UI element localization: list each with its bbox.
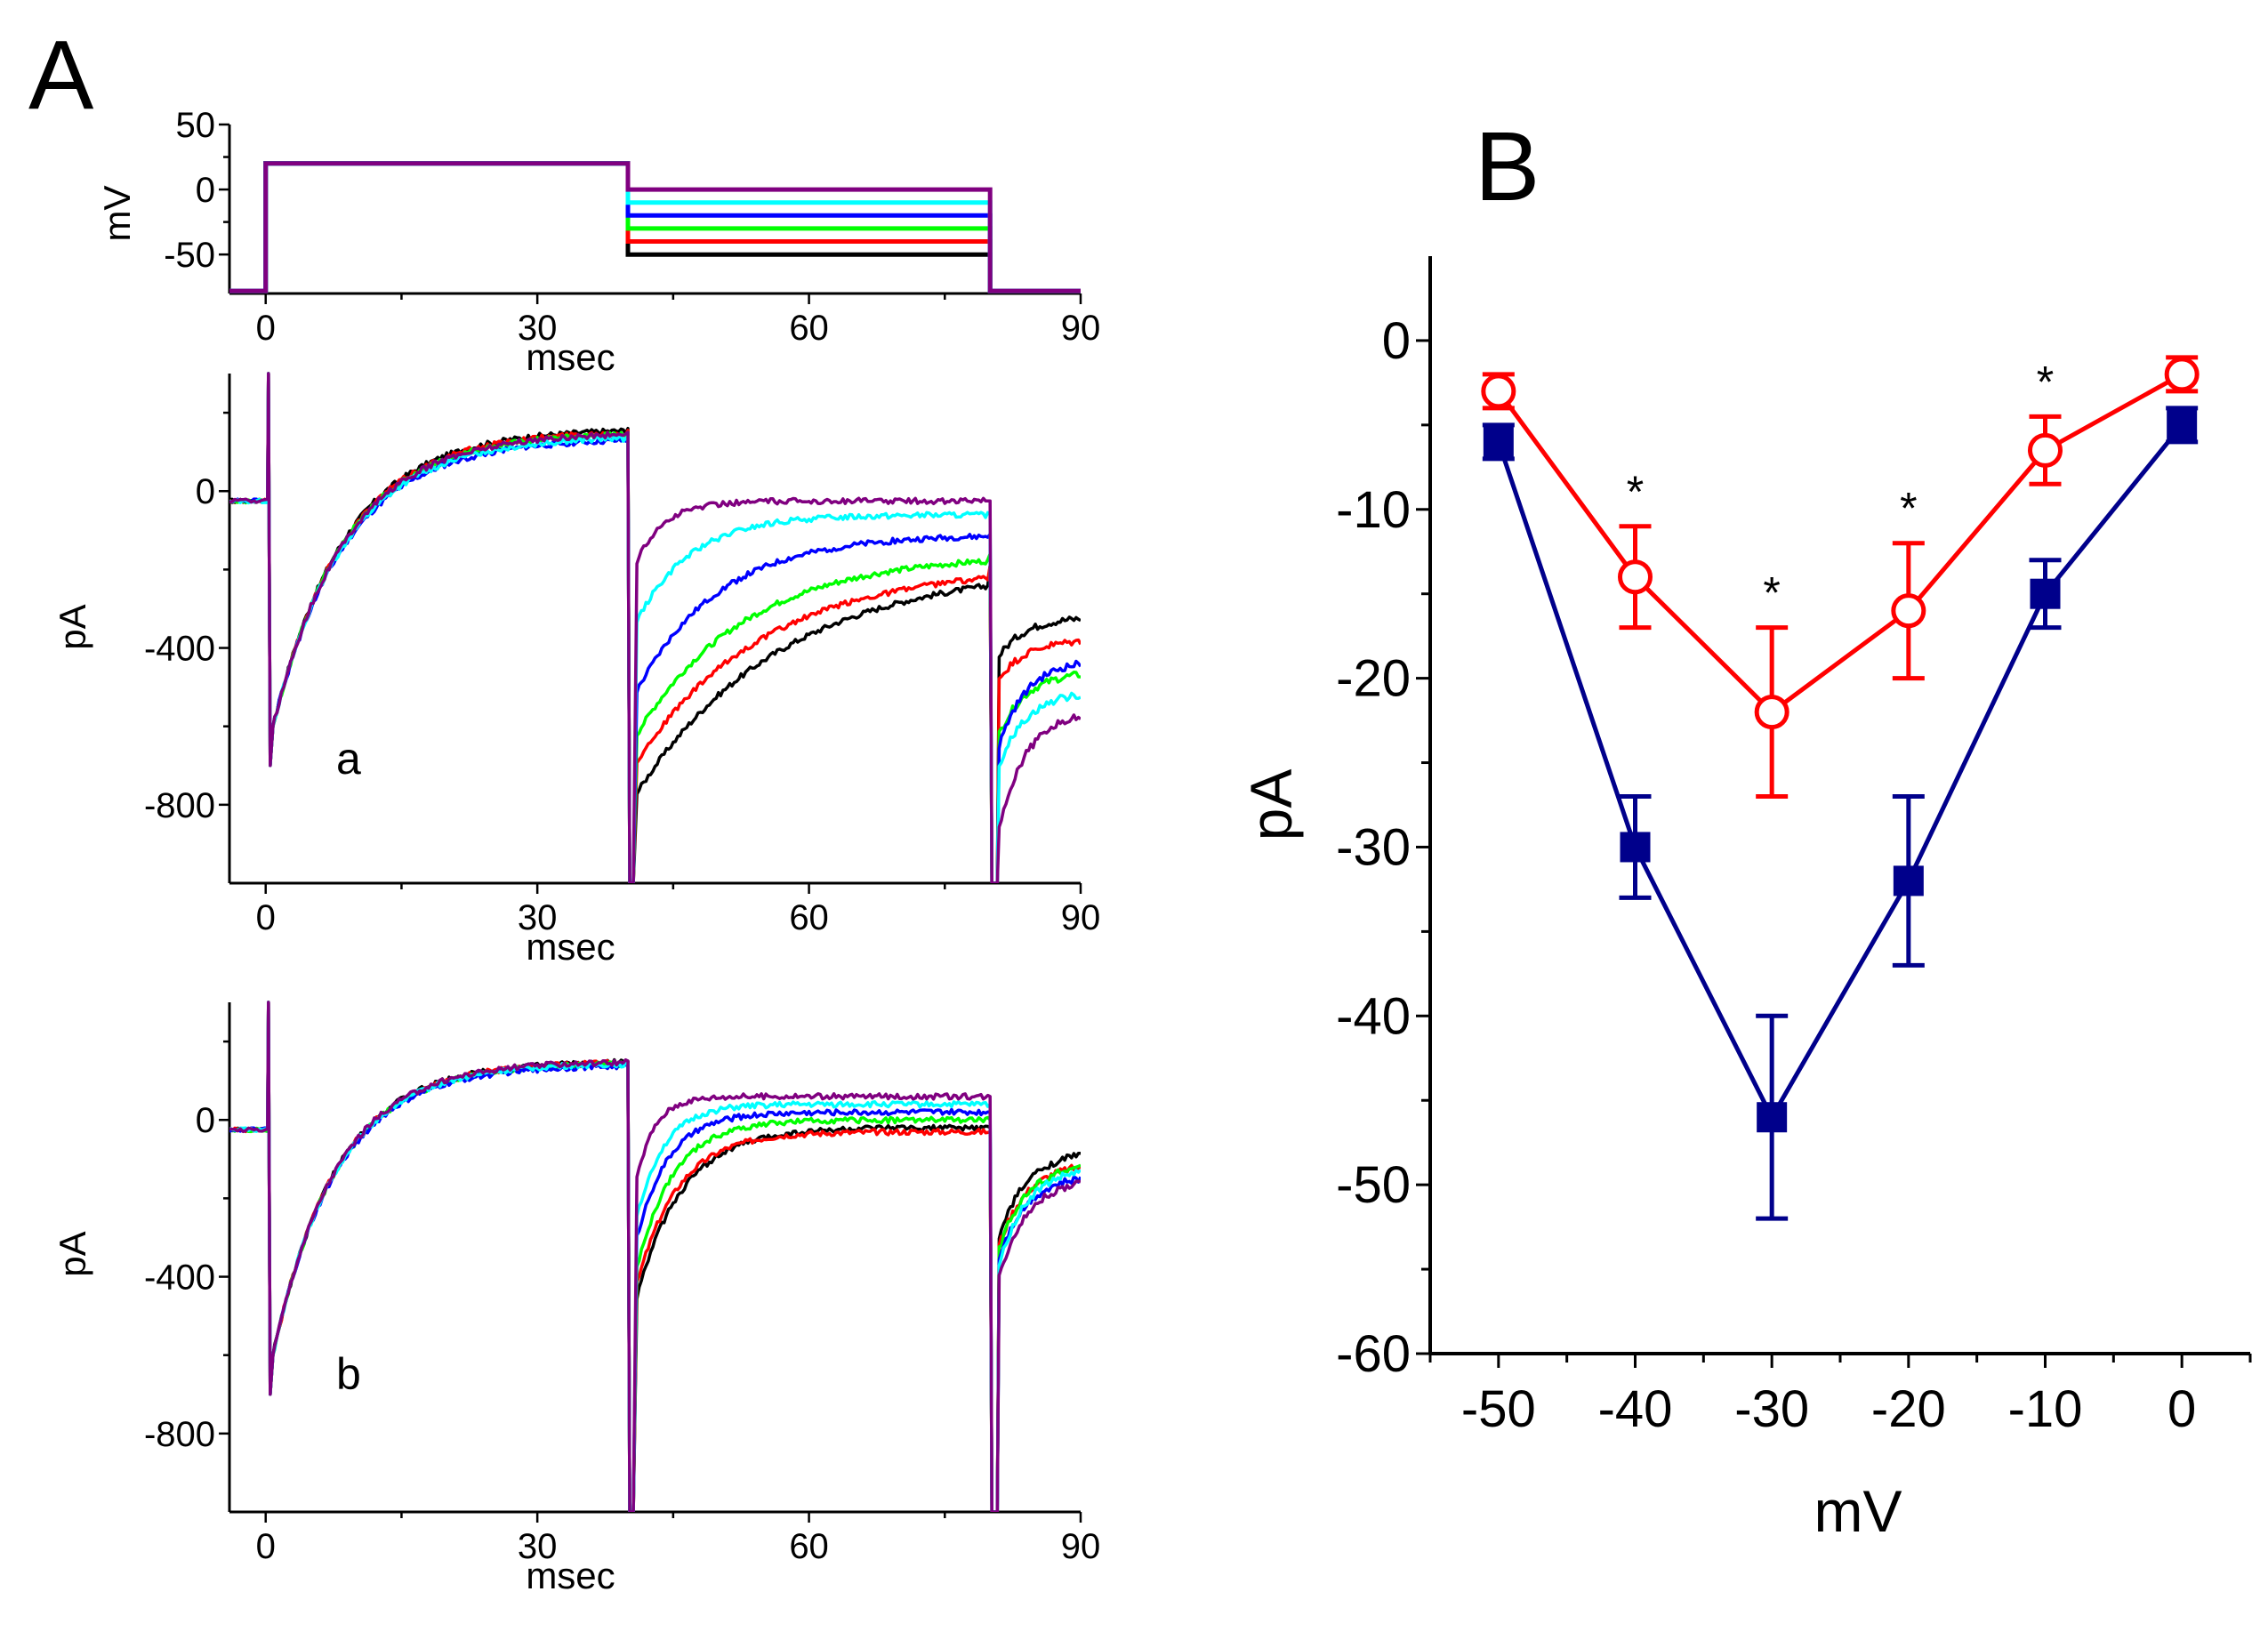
- y-tick-label: 0: [196, 1101, 215, 1140]
- data-point: [1481, 374, 1516, 409]
- y-tick-label: -40: [1336, 987, 1411, 1045]
- series-line: [1496, 372, 2184, 715]
- data-point: [2164, 357, 2200, 392]
- voltage-protocol-chart: 0 30 60 90 50 0 -50 msec mV: [96, 106, 1100, 378]
- x-tick-label: 90: [1061, 898, 1101, 937]
- protocol-trace: [229, 161, 1081, 293]
- current-trace: [229, 1001, 1081, 1512]
- series-control: [1482, 406, 2199, 1221]
- x-tick-label: 0: [256, 1527, 276, 1566]
- x-tick-label: 60: [789, 1527, 829, 1566]
- y-tick-label: -30: [1336, 818, 1411, 876]
- x-tick-label: 90: [1061, 1527, 1101, 1566]
- data-point: [2030, 578, 2061, 609]
- significance-star: *: [1627, 467, 1644, 517]
- current-trace: [229, 372, 1081, 883]
- panel-label-b: B: [1475, 112, 1540, 221]
- traces-group: [229, 372, 1081, 883]
- data-point: [1754, 695, 1789, 730]
- data-point: [2167, 409, 2198, 440]
- y-axis-label: mV: [96, 186, 138, 242]
- data-point: [1483, 426, 1514, 457]
- x-tick-label: 30: [518, 898, 558, 937]
- significance-star: *: [1900, 484, 1917, 534]
- x-tick-label: 0: [256, 309, 276, 348]
- x-tick-label: 60: [789, 898, 829, 937]
- significance-star: *: [2037, 357, 2054, 406]
- y-tick-label: -50: [1336, 1156, 1411, 1214]
- y-axis-label: pA: [1238, 769, 1304, 841]
- inset-label: b: [336, 1349, 361, 1399]
- significance-star: *: [1763, 568, 1780, 618]
- panel-label-a: A: [28, 20, 94, 130]
- x-tick-label: -40: [1598, 1380, 1673, 1438]
- y-tick-label: 0: [1382, 312, 1411, 370]
- x-tick-label: 0: [256, 898, 276, 937]
- data-point: [1757, 1102, 1788, 1133]
- traces-group: [229, 1001, 1081, 1512]
- x-tick-label: 0: [2167, 1380, 2196, 1438]
- y-tick-label: -400: [144, 1258, 215, 1298]
- y-tick-label: 0: [196, 171, 215, 210]
- y-tick-label: 50: [176, 106, 216, 145]
- x-tick-label: 90: [1061, 309, 1101, 348]
- data-point: [2028, 432, 2063, 468]
- current-trace: [229, 372, 1081, 883]
- y-tick-label: -10: [1336, 481, 1411, 539]
- x-tick-label: 30: [518, 1527, 558, 1566]
- current-trace: [229, 372, 1081, 883]
- x-tick-label: -50: [1461, 1380, 1536, 1438]
- current-trace: [229, 372, 1081, 883]
- protocol-trace: [229, 161, 1081, 293]
- y-tick-label: -60: [1336, 1325, 1411, 1383]
- x-axis-label: mV: [1814, 1478, 1902, 1544]
- data-point: [1891, 593, 1926, 629]
- y-axis-label: pA: [52, 604, 93, 649]
- current-trace: [229, 1001, 1081, 1512]
- x-tick-label: 30: [518, 309, 558, 348]
- y-tick-label: -800: [144, 1415, 215, 1454]
- x-axis-label: msec: [526, 336, 615, 378]
- y-tick-label: -400: [144, 630, 215, 669]
- x-tick-label: -30: [1734, 1380, 1809, 1438]
- current-trace: [229, 1001, 1081, 1512]
- x-axis-label: msec: [526, 1555, 615, 1596]
- x-tick-label: -10: [2008, 1380, 2083, 1438]
- iv-relationship-chart: 0 -10 -20 -30 -40 -50 -60 -50 -40 -30 -20 -10 0 mV pA *…: [1238, 256, 2252, 1544]
- y-tick-label: 0: [196, 472, 215, 511]
- x-tick-label: -20: [1871, 1380, 1946, 1438]
- data-point: [1893, 865, 1924, 896]
- inset-label: a: [336, 734, 361, 784]
- data-point: [1618, 559, 1653, 595]
- current-trace: [229, 1001, 1081, 1512]
- y-tick-label: -20: [1336, 650, 1411, 708]
- series-line: [1496, 423, 2184, 1122]
- y-axis-label: pA: [52, 1231, 93, 1276]
- current-trace: [229, 372, 1081, 883]
- current-trace: [229, 1001, 1081, 1512]
- x-tick-label: 60: [789, 309, 829, 348]
- data-point: [1620, 832, 1651, 863]
- current-trace: [229, 1001, 1081, 1512]
- current-traces-a-chart: 0 30 60 90 0 -400 -800 msec pA a: [52, 372, 1101, 968]
- current-trace: [229, 372, 1081, 883]
- current-traces-b-chart: 0 30 60 90 0 -400 -800 msec pA b: [52, 1001, 1101, 1596]
- series-treated: [1481, 355, 2200, 800]
- y-tick-label: -800: [144, 786, 215, 825]
- y-tick-label: -50: [164, 236, 215, 275]
- x-axis-label: msec: [526, 926, 615, 968]
